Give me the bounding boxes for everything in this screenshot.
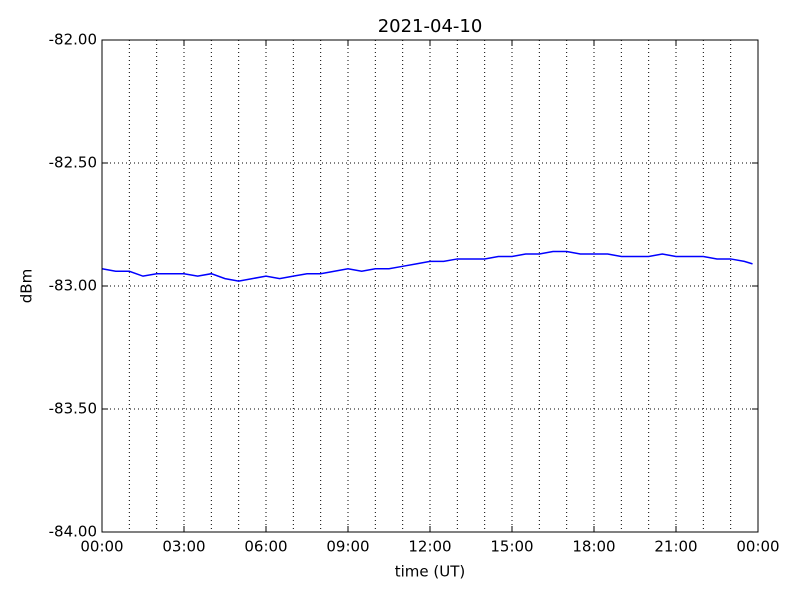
y-tick-label: -83.00 <box>49 277 97 295</box>
x-tick-label: 21:00 <box>654 538 697 556</box>
data-line <box>101 250 753 282</box>
x-tick-label: 00:00 <box>736 538 779 556</box>
plot-frame <box>101 39 759 533</box>
y-tick-label: -84.00 <box>49 523 97 541</box>
y-tick-label: -82.50 <box>49 154 97 172</box>
x-axis-label: time (UT) <box>395 563 466 581</box>
x-tick-label: 06:00 <box>244 538 287 556</box>
y-tick-label: -82.00 <box>49 31 97 49</box>
chart-title: 2021-04-10 <box>378 16 483 37</box>
y-axis-label: dBm <box>18 269 36 303</box>
x-tick-label: 00:00 <box>80 538 123 556</box>
x-tick-label: 15:00 <box>490 538 533 556</box>
x-tick-label: 09:00 <box>326 538 369 556</box>
y-tick-label: -83.50 <box>49 400 97 418</box>
x-tick-label: 12:00 <box>408 538 451 556</box>
x-tick-label: 18:00 <box>572 538 615 556</box>
x-tick-label: 03:00 <box>162 538 205 556</box>
